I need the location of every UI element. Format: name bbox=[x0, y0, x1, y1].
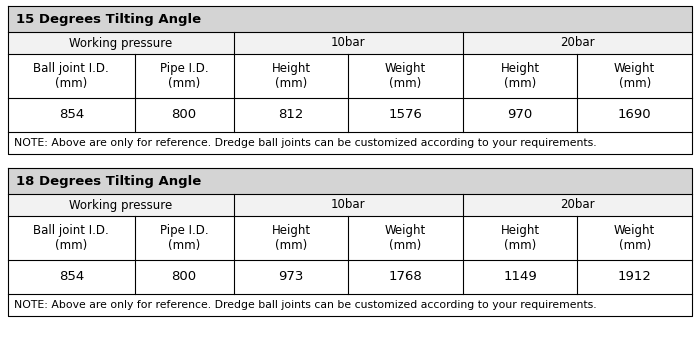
Bar bbox=[234, 54, 349, 98]
Bar bbox=[234, 32, 463, 54]
Text: Working pressure: Working pressure bbox=[69, 198, 172, 212]
Bar bbox=[349, 98, 463, 132]
Bar bbox=[8, 216, 134, 260]
Bar bbox=[463, 98, 578, 132]
Bar bbox=[8, 168, 692, 194]
Text: Height
(mm): Height (mm) bbox=[272, 62, 311, 90]
Bar bbox=[463, 260, 578, 294]
Text: NOTE: Above are only for reference. Dredge ball joints can be customized accordi: NOTE: Above are only for reference. Dred… bbox=[14, 300, 596, 310]
Bar bbox=[578, 54, 692, 98]
Text: Weight
(mm): Weight (mm) bbox=[385, 224, 426, 252]
Text: Weight
(mm): Weight (mm) bbox=[614, 62, 655, 90]
Text: Weight
(mm): Weight (mm) bbox=[614, 224, 655, 252]
Text: Weight
(mm): Weight (mm) bbox=[385, 62, 426, 90]
Text: 973: 973 bbox=[279, 271, 304, 284]
Text: 20bar: 20bar bbox=[560, 37, 595, 49]
Bar bbox=[463, 216, 578, 260]
Text: 15 Degrees Tilting Angle: 15 Degrees Tilting Angle bbox=[16, 13, 201, 25]
Text: 1576: 1576 bbox=[389, 108, 423, 121]
Text: 1768: 1768 bbox=[389, 271, 423, 284]
Bar bbox=[234, 98, 349, 132]
Text: 10bar: 10bar bbox=[331, 198, 365, 212]
Text: 1912: 1912 bbox=[618, 271, 652, 284]
Bar bbox=[8, 6, 692, 32]
Bar bbox=[8, 294, 692, 316]
Bar bbox=[134, 54, 234, 98]
Text: 854: 854 bbox=[59, 108, 84, 121]
Text: 1690: 1690 bbox=[618, 108, 652, 121]
Bar bbox=[349, 216, 463, 260]
Bar bbox=[8, 260, 134, 294]
Text: Height
(mm): Height (mm) bbox=[500, 62, 540, 90]
Text: 970: 970 bbox=[508, 108, 533, 121]
Bar bbox=[463, 32, 692, 54]
Text: Height
(mm): Height (mm) bbox=[272, 224, 311, 252]
Bar bbox=[463, 54, 578, 98]
Text: 854: 854 bbox=[59, 271, 84, 284]
Text: Working pressure: Working pressure bbox=[69, 37, 172, 49]
Text: 18 Degrees Tilting Angle: 18 Degrees Tilting Angle bbox=[16, 174, 202, 188]
Bar bbox=[463, 194, 692, 216]
Bar bbox=[578, 260, 692, 294]
Bar bbox=[349, 260, 463, 294]
Bar bbox=[578, 98, 692, 132]
Bar bbox=[134, 260, 234, 294]
Bar bbox=[578, 216, 692, 260]
Bar bbox=[8, 132, 692, 154]
Text: 20bar: 20bar bbox=[560, 198, 595, 212]
Text: Pipe I.D.
(mm): Pipe I.D. (mm) bbox=[160, 224, 209, 252]
Bar bbox=[234, 194, 463, 216]
Bar bbox=[8, 98, 134, 132]
Text: 800: 800 bbox=[172, 271, 197, 284]
Bar bbox=[8, 32, 234, 54]
Bar bbox=[349, 54, 463, 98]
Text: 1149: 1149 bbox=[503, 271, 537, 284]
Text: Pipe I.D.
(mm): Pipe I.D. (mm) bbox=[160, 62, 209, 90]
Text: Ball joint I.D.
(mm): Ball joint I.D. (mm) bbox=[34, 224, 109, 252]
Text: NOTE: Above are only for reference. Dredge ball joints can be customized accordi: NOTE: Above are only for reference. Dred… bbox=[14, 138, 596, 148]
Bar bbox=[134, 98, 234, 132]
Text: 10bar: 10bar bbox=[331, 37, 365, 49]
Bar bbox=[134, 216, 234, 260]
Text: 800: 800 bbox=[172, 108, 197, 121]
Text: Height
(mm): Height (mm) bbox=[500, 224, 540, 252]
Text: 812: 812 bbox=[279, 108, 304, 121]
Text: Ball joint I.D.
(mm): Ball joint I.D. (mm) bbox=[34, 62, 109, 90]
Bar bbox=[234, 216, 349, 260]
Bar bbox=[234, 260, 349, 294]
Bar bbox=[8, 194, 234, 216]
Bar bbox=[8, 54, 134, 98]
